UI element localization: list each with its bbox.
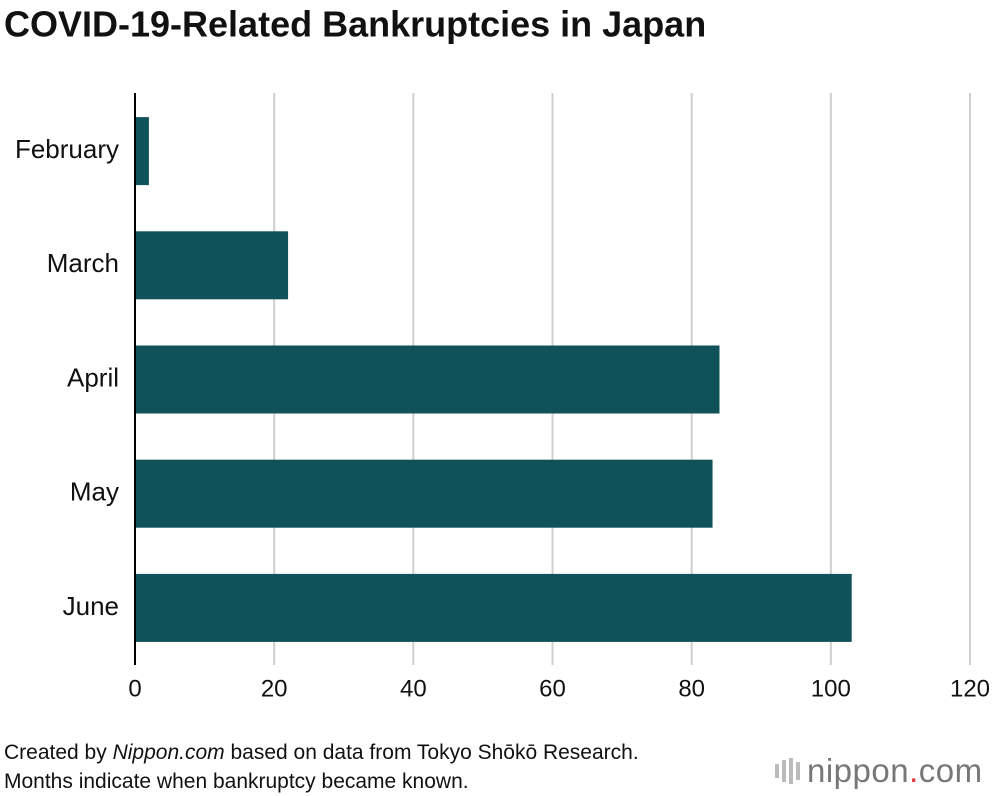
bar [135, 573, 852, 642]
y-tick-label: June [63, 591, 119, 621]
logo-name: nippon [807, 752, 910, 789]
chart-title: COVID-19-Related Bankruptcies in Japan [4, 4, 706, 45]
y-tick-label: May [70, 477, 119, 507]
y-tick-label: April [67, 362, 119, 392]
bar [135, 459, 713, 528]
source-site: Nippon.com [112, 741, 225, 764]
logo-dot: . [909, 752, 919, 789]
x-tick-label: 120 [950, 675, 990, 702]
source-text: based on data from Tokyo Shōkō Research.… [4, 741, 639, 793]
x-tick-label: 20 [261, 675, 288, 702]
bar [135, 231, 289, 300]
bar [135, 117, 149, 186]
logo: nippon.com [775, 752, 983, 790]
source-prefix: Created by [4, 741, 107, 764]
y-tick-label: March [47, 248, 119, 278]
source-note: Created by Nippon.com based on data from… [4, 738, 704, 796]
chart: COVID-19-Related Bankruptcies in Japan 0… [4, 4, 990, 703]
x-tick-label: 40 [400, 675, 427, 702]
bar [135, 345, 720, 414]
logo-tld: com [918, 752, 983, 789]
x-tick-label: 80 [678, 675, 705, 702]
x-tick-label: 100 [811, 675, 851, 702]
x-tick-label: 0 [128, 675, 141, 702]
x-tick-label: 60 [539, 675, 566, 702]
logo-icon [775, 758, 800, 784]
y-tick-label: February [15, 134, 119, 164]
